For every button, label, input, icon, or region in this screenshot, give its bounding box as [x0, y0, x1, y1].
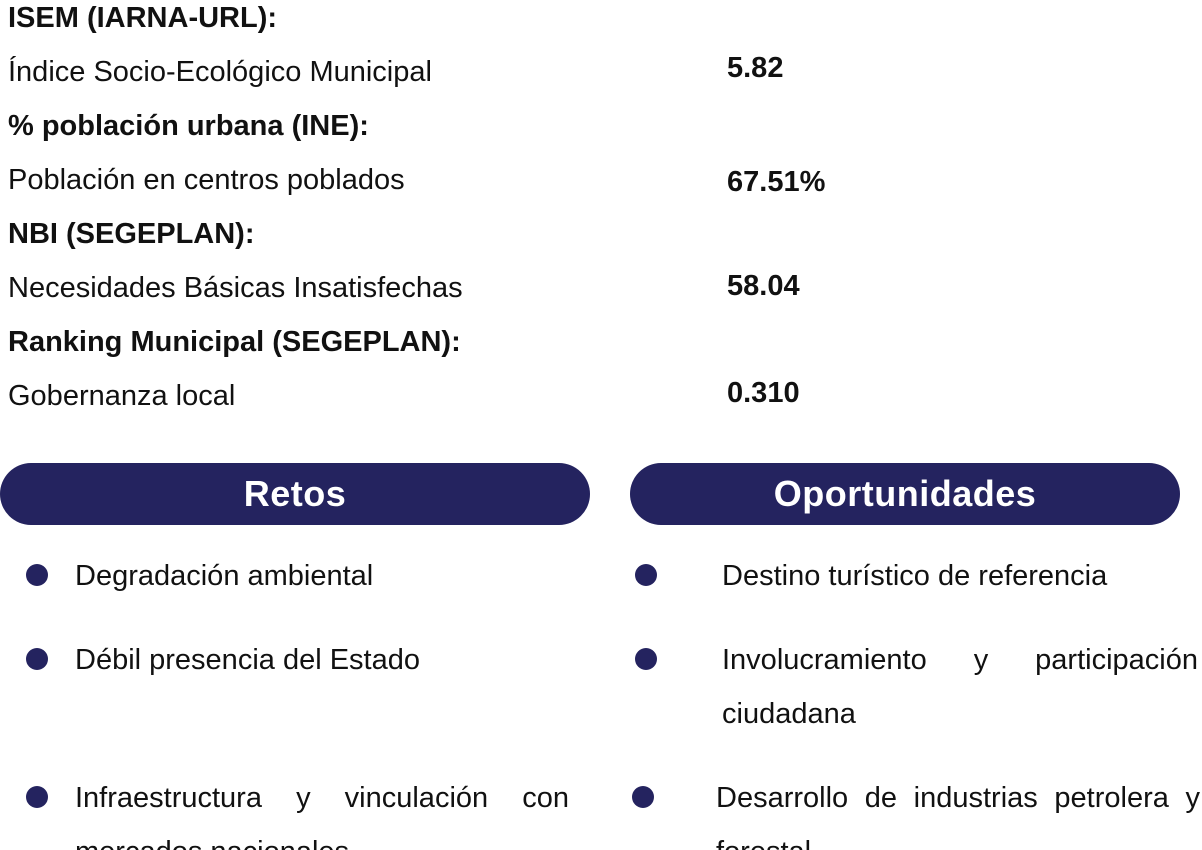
indicator-description-isem: Índice Socio-Ecológico Municipal: [8, 56, 432, 88]
oportunidades-title: Oportunidades: [773, 473, 1037, 514]
indicator-heading-urban-population: % población urbana (INE):: [8, 110, 369, 142]
bullet-icon: [26, 648, 48, 670]
indicator-value-ranking: 0.310: [727, 377, 800, 409]
indicator-heading-nbi: NBI (SEGEPLAN):: [8, 218, 255, 250]
indicator-description-nbi: Necesidades Básicas Insatisfechas: [8, 272, 463, 304]
oportunidades-item: Destino turístico de referencia: [722, 560, 1108, 592]
indicator-heading-ranking: Ranking Municipal (SEGEPLAN):: [8, 326, 461, 358]
indicator-description-urban-population: Población en centros poblados: [8, 164, 405, 196]
indicator-value-isem: 5.82: [727, 52, 784, 84]
indicator-description-ranking: Gobernanza local: [8, 380, 236, 412]
oportunidades-header: Oportunidades: [630, 463, 1180, 525]
retos-item: Infraestructura y vinculación con mercad…: [75, 782, 569, 850]
bullet-icon: [26, 564, 48, 586]
retos-item: Degradación ambiental: [75, 560, 374, 592]
indicator-value-urban-population: 67.51%: [727, 166, 826, 198]
bullet-icon: [635, 648, 657, 670]
oportunidades-item: Desarrollo de industrias petrolera y for…: [716, 782, 1200, 850]
retos-title: Retos: [243, 473, 347, 514]
indicator-value-nbi: 58.04: [727, 270, 800, 302]
bullet-icon: [632, 786, 654, 808]
retos-item: Débil presencia del Estado: [75, 644, 420, 676]
bullet-icon: [26, 786, 48, 808]
oportunidades-item: Involucramiento y participación ciudadan…: [722, 644, 1198, 730]
retos-header: Retos: [0, 463, 590, 525]
indicator-heading-isem: ISEM (IARNA-URL):: [8, 2, 278, 34]
bullet-icon: [635, 564, 657, 586]
